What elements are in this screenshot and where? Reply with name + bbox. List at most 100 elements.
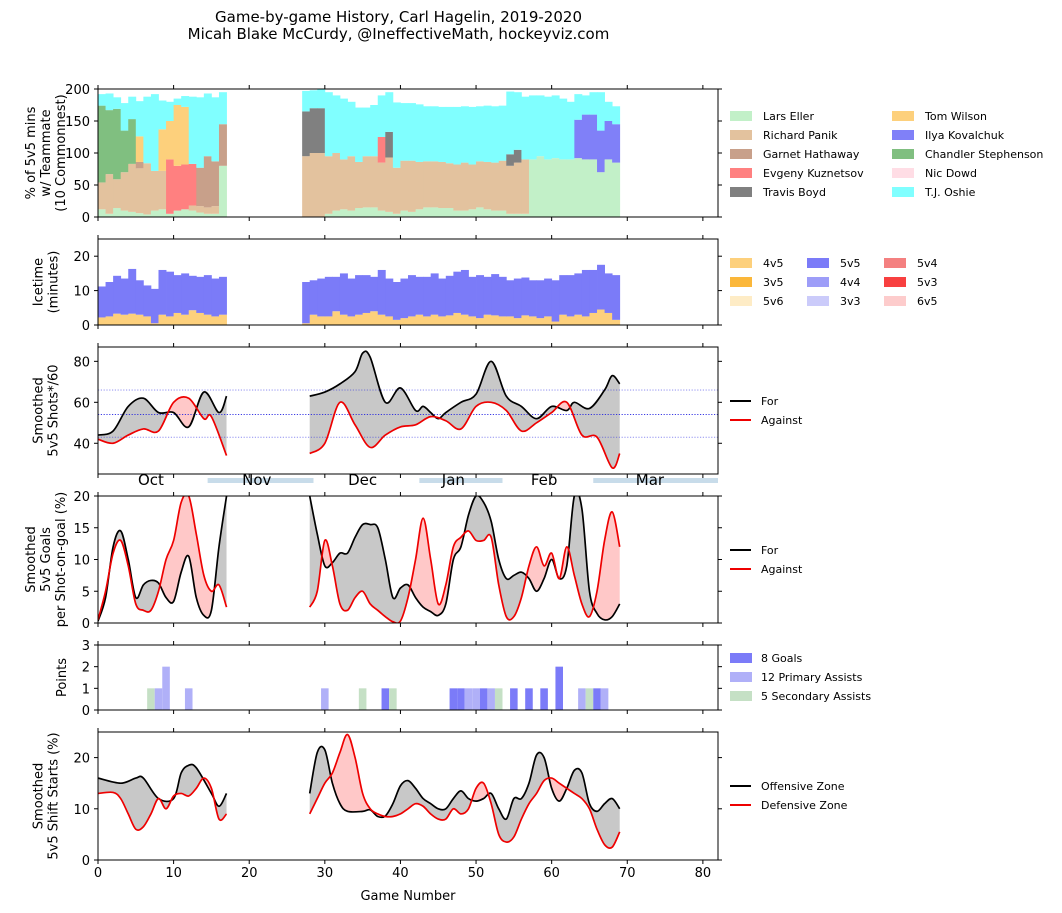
teammate-bar <box>370 156 379 208</box>
icetime-5v5-bar <box>339 273 348 315</box>
legend-swatch <box>730 691 752 701</box>
teammate-bar <box>498 105 507 161</box>
legend-label: Garnet Hathaway <box>763 148 860 161</box>
teammate-bar <box>218 165 227 217</box>
teammate-bar <box>181 96 190 107</box>
icetime-4v5-bar <box>521 315 530 325</box>
teammate-bar <box>188 210 197 217</box>
icetime-5v5-bar <box>181 273 190 315</box>
teammate-bar <box>173 210 182 217</box>
icetime-5v5-bar <box>423 276 432 317</box>
axes-frame <box>97 495 719 624</box>
icetime-4v5-bar <box>483 314 492 325</box>
icetime-4v5-bar <box>150 323 159 325</box>
legend-swatch <box>892 130 914 140</box>
points-bar <box>487 688 495 710</box>
teammate-bar <box>392 213 401 217</box>
teammate-bar <box>173 105 182 166</box>
teammate-bar <box>513 149 522 163</box>
x-tick-label: 80 <box>695 866 712 881</box>
icetime-5v5-bar <box>218 276 227 315</box>
icetime-5v5-bar <box>460 269 469 315</box>
teammate-bar <box>302 111 311 157</box>
icetime-5v5-bar <box>173 275 182 313</box>
icetime-5v5-bar <box>589 269 598 313</box>
icetime-5v5-bar <box>498 276 507 317</box>
icetime-4v5-bar <box>408 316 416 325</box>
for-advantage-fill <box>215 496 227 608</box>
legend-swatch <box>807 258 829 268</box>
teammate-bar <box>566 159 575 217</box>
y-axis-label: w/ Teammate <box>39 109 54 196</box>
teammate-bar <box>445 208 454 217</box>
icetime-4v5-bar <box>362 312 371 325</box>
legend-label: Against <box>761 414 803 427</box>
icetime-5v5-bar <box>430 273 439 315</box>
icetime-4v5-bar <box>559 314 568 325</box>
teammate-bar <box>430 161 439 208</box>
teammate-bar <box>377 95 386 137</box>
teammate-bar <box>317 89 326 109</box>
icetime-5v5-bar <box>158 269 167 315</box>
icetime-4v5-bar <box>392 319 401 325</box>
points-bar <box>147 688 155 710</box>
plot-area <box>98 89 621 217</box>
legend-swatch <box>730 187 752 197</box>
teammate-bar <box>491 210 500 217</box>
teammate-bar <box>166 101 175 121</box>
legend-label: Lars Eller <box>763 110 814 123</box>
points-bar <box>464 688 473 710</box>
y-tick-label: 100 <box>65 147 90 162</box>
legend-label: 8 Goals <box>761 652 803 665</box>
for-series-line <box>98 763 228 808</box>
teammate-bar <box>135 101 144 137</box>
icetime-5v5-bar <box>438 278 447 317</box>
x-axis-label: Game Number <box>360 889 456 904</box>
axes-frame <box>97 238 719 326</box>
legend-label: Defensive Zone <box>761 799 848 812</box>
for-advantage-fill <box>464 496 528 620</box>
y-tick-label: 80 <box>73 355 90 370</box>
icetime-5v5-bar <box>203 275 212 315</box>
teammate-bar <box>332 210 341 217</box>
icetime-4v5-bar <box>196 312 205 325</box>
legend-label: 5v6 <box>763 295 784 308</box>
legend-label: 6v5 <box>917 295 938 308</box>
chart-title: Game-by-game History, Carl Hagelin, 2019… <box>215 8 582 26</box>
y-tick-label: 2 <box>82 661 90 676</box>
icetime-5v5-bar <box>317 278 326 317</box>
legend-swatch <box>884 258 906 268</box>
teammate-bar <box>309 108 318 153</box>
teammate-bar <box>574 119 583 159</box>
legend-label: 5v3 <box>917 276 938 289</box>
teammate-bar <box>604 101 613 121</box>
icetime-5v5-bar <box>408 275 416 317</box>
y-tick-label: 1 <box>82 682 90 697</box>
teammate-bar <box>476 161 485 208</box>
teammate-bar <box>385 157 394 212</box>
icetime-5v5-bar <box>528 280 537 317</box>
icetime-5v5-bar <box>211 278 220 317</box>
teammate-bar <box>355 107 364 162</box>
teammate-bar <box>362 207 371 217</box>
legend-swatch <box>730 258 752 268</box>
points-bar <box>321 688 329 710</box>
legend-label: Travis Boyd <box>762 186 826 199</box>
y-tick-label: 10 <box>73 554 90 569</box>
teammate-bar <box>362 156 371 208</box>
icetime-4v5-bar <box>173 312 182 325</box>
icetime-5v5-bar <box>188 275 197 311</box>
icetime-4v5-bar <box>120 314 129 325</box>
legend-swatch <box>892 187 914 197</box>
teammate-bar <box>612 162 621 217</box>
teammate-bar <box>476 207 485 217</box>
teammate-bar <box>324 213 333 217</box>
teammate-bar <box>196 206 205 213</box>
teammate-bar <box>128 211 137 217</box>
y-tick-label: 0 <box>82 319 90 334</box>
teammate-bar <box>392 102 401 168</box>
teammate-bar <box>203 156 212 208</box>
icetime-4v5-bar <box>324 316 333 325</box>
teammate-bar <box>113 179 122 209</box>
